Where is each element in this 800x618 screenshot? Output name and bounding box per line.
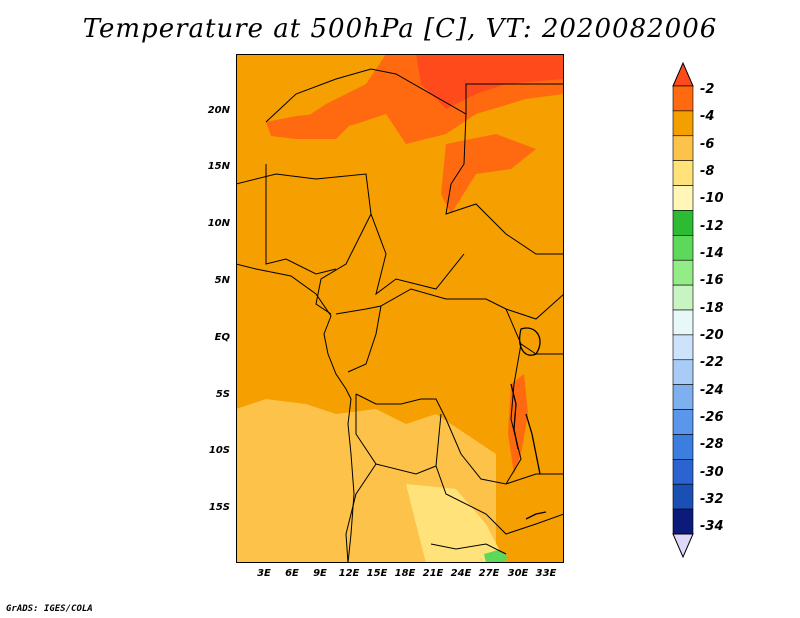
lon-label-9e: 9E	[313, 568, 327, 579]
colorbar-label--24: -24	[700, 383, 724, 398]
colorbar-label--22: -22	[700, 355, 724, 370]
colorbar-swatch	[672, 434, 694, 460]
chart-title: Temperature at 500hPa [C], VT: 202008200…	[82, 14, 718, 44]
colorbar-swatch	[672, 483, 694, 510]
colorbar-label--32: -32	[700, 492, 724, 507]
colorbar-swatch	[672, 210, 694, 236]
lon-label-18e: 18E	[394, 568, 416, 579]
colorbar-label--12: -12	[700, 219, 724, 234]
lon-label-15e: 15E	[366, 568, 388, 579]
colorbar-label--8: -8	[700, 164, 715, 179]
colorbar-swatch	[672, 135, 694, 161]
lat-label-eq: EQ	[214, 332, 230, 343]
colorbar-swatch	[672, 110, 694, 137]
lat-label-15s: 15S	[208, 502, 230, 513]
colorbar-label--34: -34	[700, 519, 724, 534]
lat-label-10n: 10N	[207, 218, 230, 229]
colorbar-label--20: -20	[700, 328, 724, 343]
colorbar-swatch	[672, 160, 694, 186]
lon-label-3e: 3E	[257, 568, 271, 579]
colorbar-swatch	[672, 334, 694, 361]
colorbar-swatch	[672, 185, 694, 211]
lon-label-6e: 6E	[285, 568, 299, 579]
colorbar-swatch	[672, 85, 694, 112]
colorbar-swatch	[672, 235, 694, 261]
colorbar-swatch	[672, 259, 694, 286]
lon-label-27e: 27E	[478, 568, 500, 579]
lon-label-33e: 33E	[535, 568, 557, 579]
lat-label-15n: 15N	[207, 161, 230, 172]
lon-label-30e: 30E	[507, 568, 529, 579]
country-borders	[236, 68, 564, 563]
colorbar-label--14: -14	[700, 246, 724, 261]
colorbar-label--18: -18	[700, 301, 724, 316]
colorbar-swatch	[672, 409, 694, 435]
field-warm-n2	[416, 54, 564, 109]
colorbar-bottom-triangle	[672, 533, 694, 559]
colorbar-top-triangle	[672, 61, 694, 87]
field-warm-nw	[266, 112, 351, 139]
field-green-s	[484, 550, 508, 563]
colorbar-label--4: -4	[700, 109, 715, 124]
colorbar-label--6: -6	[700, 137, 715, 152]
colorbar-label--30: -30	[700, 465, 724, 480]
field-cool-s2	[346, 439, 466, 484]
colorbar	[672, 61, 694, 559]
lat-label-5s: 5S	[215, 389, 230, 400]
colorbar-label--26: -26	[700, 410, 724, 425]
lat-label-5n: 5N	[214, 275, 230, 286]
colorbar-label--10: -10	[700, 191, 724, 206]
temperature-map	[236, 54, 564, 563]
lon-label-12e: 12E	[338, 568, 360, 579]
grads-credit: GrADS: IGES/COLA	[6, 604, 93, 614]
lakes	[510, 327, 547, 520]
colorbar-swatch	[672, 284, 694, 311]
colorbar-swatch	[672, 508, 694, 535]
lat-label-20n: 20N	[207, 105, 230, 116]
colorbar-swatch	[672, 359, 694, 385]
colorbar-swatch	[672, 309, 694, 336]
map-frame	[236, 54, 564, 563]
lat-label-10s: 10S	[208, 445, 230, 456]
coastline	[236, 263, 355, 563]
lon-label-21e: 21E	[422, 568, 444, 579]
colorbar-label--2: -2	[700, 82, 715, 97]
colorbar-label--16: -16	[700, 273, 724, 288]
field-cooler-s	[406, 484, 506, 563]
colorbar-swatch	[672, 459, 694, 485]
colorbar-label--28: -28	[700, 437, 724, 452]
lon-label-24e: 24E	[450, 568, 472, 579]
colorbar-swatch	[672, 384, 694, 410]
